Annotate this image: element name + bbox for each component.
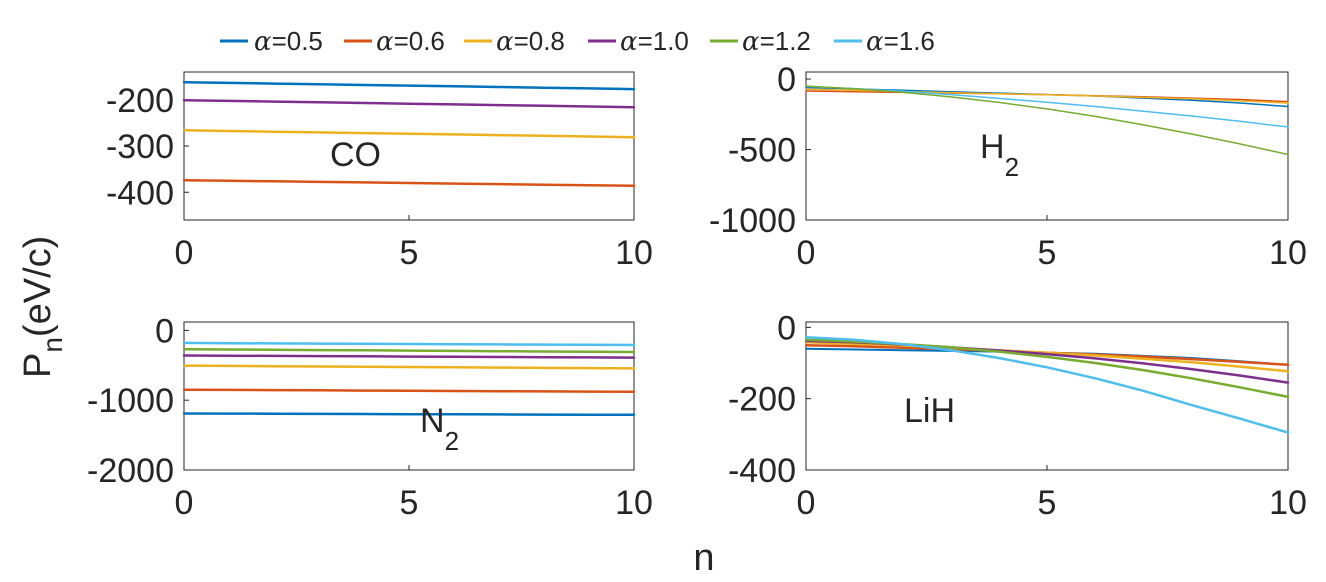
series-line-co-a10 <box>182 98 636 109</box>
x-tick-label-lih-0: 0 <box>797 484 816 522</box>
series-line-co-a08 <box>182 129 636 139</box>
y-tick-label-co-2: -400 <box>106 174 174 212</box>
x-tick-label-co-2: 10 <box>615 234 653 272</box>
y-tick-label-n2-1: -1000 <box>87 382 174 420</box>
legend-item-a16: α=1.6 <box>834 26 935 57</box>
legend-item-a05: α=0.5 <box>220 26 323 57</box>
y-tick-label-lih-1: -200 <box>728 381 796 419</box>
x-tick-label-co-1: 5 <box>400 234 419 272</box>
series-line-co-a06 <box>182 178 636 188</box>
series-group-h2 <box>805 85 1289 156</box>
y-tick-label-n2-0: 0 <box>155 312 174 350</box>
x-tick-label-h2-2: 10 <box>1269 234 1307 272</box>
legend-item-a06: α=0.6 <box>344 26 445 57</box>
legend-label-a05: α=0.5 <box>254 26 323 57</box>
panel-label-h2: H2 <box>980 128 1019 182</box>
series-group-co <box>182 80 636 188</box>
series-line-n2-a05 <box>182 412 636 417</box>
x-tick-label-lih-1: 5 <box>1038 484 1057 522</box>
series-group-lih <box>804 336 1290 434</box>
y-tick-label-lih-2: -400 <box>728 452 796 490</box>
y-tick-label-lih-0: 0 <box>777 309 796 347</box>
legend-label-a06: α=0.6 <box>376 26 445 57</box>
series-line-n2-a08 <box>182 364 636 370</box>
legend-item-a08: α=0.8 <box>464 26 565 57</box>
y-tick-label-co-1: -300 <box>106 128 174 166</box>
legend-label-a10: α=1.0 <box>620 26 689 57</box>
y-tick-label-n2-2: -2000 <box>87 452 174 490</box>
series-line-n2-a12 <box>182 347 636 354</box>
panel-label-lih: LiH <box>904 392 955 430</box>
x-tick-label-co-0: 0 <box>175 234 194 272</box>
series-line-co-a05 <box>182 80 636 91</box>
legend-label-a16: α=1.6 <box>866 26 935 57</box>
y-tick-label-co-0: -200 <box>106 82 174 120</box>
x-tick-label-n2-1: 5 <box>400 484 419 522</box>
y-tick-label-h2-1: -500 <box>728 132 796 170</box>
legend-item-a10: α=1.0 <box>588 26 689 57</box>
series-line-n2-a10 <box>182 354 636 359</box>
x-tick-label-n2-0: 0 <box>175 484 194 522</box>
legend: α=0.5 α=0.6 α=0.8 α=1.0 α=1.2 α=1.6 <box>220 26 935 57</box>
series-line-n2-a06 <box>182 388 636 394</box>
series-line-n2-a16 <box>182 341 636 347</box>
series-line-h2-a12 <box>805 85 1289 156</box>
x-tick-label-h2-1: 5 <box>1038 234 1057 272</box>
panel-label-co: CO <box>330 136 381 174</box>
y-tick-label-h2-2: -1000 <box>709 202 796 240</box>
series-line-lih-a16 <box>804 336 1290 434</box>
x-tick-label-h2-0: 0 <box>797 234 816 272</box>
y-axis-label: Pn(eV/c) <box>17 236 68 378</box>
series-group-n2 <box>182 341 636 417</box>
x-tick-label-lih-2: 10 <box>1269 484 1307 522</box>
x-axis-label: n <box>693 537 714 579</box>
x-tick-label-n2-2: 10 <box>615 484 653 522</box>
y-tick-label-h2-0: 0 <box>777 61 796 99</box>
legend-label-a12: α=1.2 <box>742 26 811 57</box>
legend-item-a12: α=1.2 <box>710 26 811 57</box>
panel-label-n2: N2 <box>420 402 459 456</box>
legend-label-a08: α=0.8 <box>496 26 565 57</box>
